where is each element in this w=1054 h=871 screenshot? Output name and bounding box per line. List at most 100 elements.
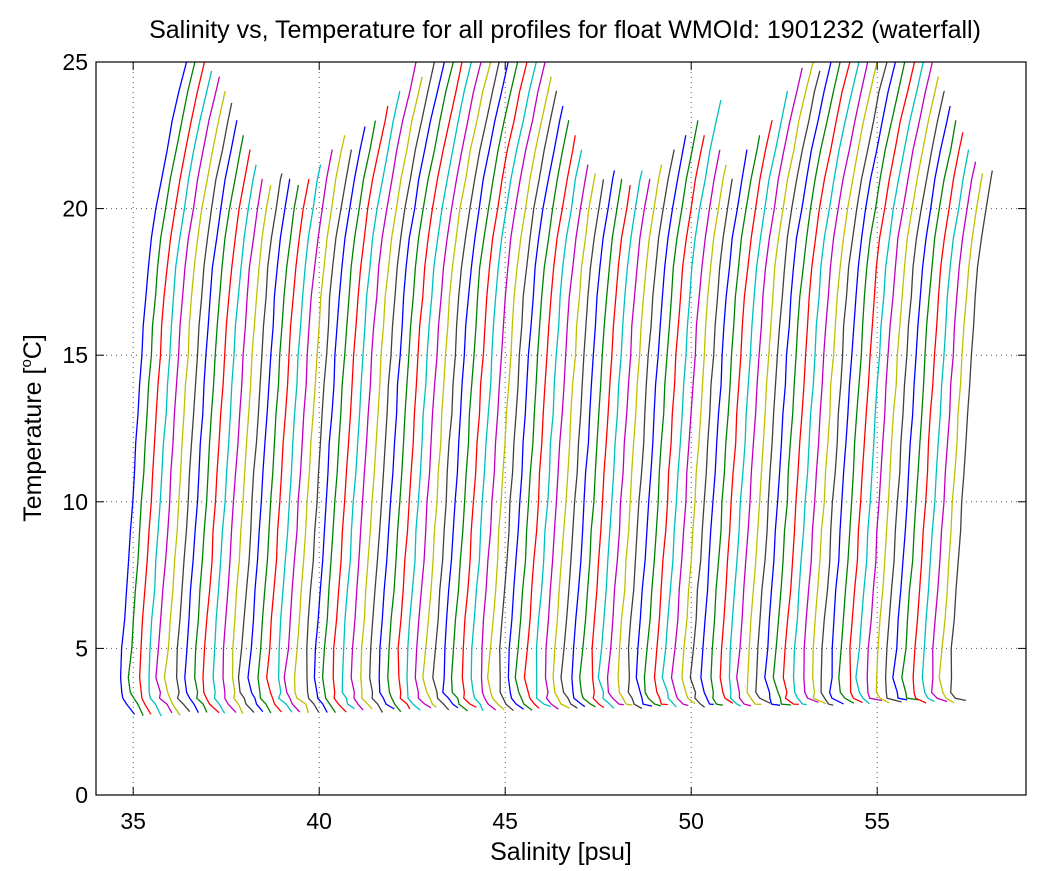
profile-line [635,135,687,707]
profile-line [746,61,814,706]
profile-line [597,170,643,709]
profile-line [507,105,564,710]
profile-line [606,178,651,706]
profile-line [293,135,346,714]
profile-line [912,132,964,704]
profile-line [127,61,196,716]
profile-line [591,185,631,709]
profile-line [387,61,454,713]
profile-line [892,105,951,701]
profile-line [627,149,675,710]
profile-line [155,76,221,714]
profile-line [950,170,993,702]
profile-line [710,135,761,706]
profile-line [350,61,417,711]
profile-line [313,126,366,713]
y-axis-label: Temperature [oC] [18,334,47,522]
profile-line [901,119,957,701]
profile-line [486,76,552,711]
profile-line [930,161,977,703]
profile-line [792,61,860,706]
profile-line [470,61,537,712]
profile-line [523,135,576,709]
profile-line [820,61,888,706]
profile-line [321,120,377,713]
profile-line [422,61,492,708]
profile-line [119,61,188,715]
profile-line [148,70,213,717]
profile-line [755,70,821,704]
profile-line [163,90,226,716]
profile-line [222,178,263,713]
profile-line [829,61,897,705]
y-axis-label-degree: o [18,359,35,367]
profile-line [266,178,310,713]
profile-line [571,170,616,708]
x-tick-label: 45 [492,808,518,834]
profile-line [838,61,906,704]
y-tick-label: 25 [62,49,88,75]
profile-line [332,105,389,713]
axes-frame [95,61,1027,796]
profile-line [772,61,841,706]
grid-lines [96,62,1026,795]
x-tick-label: 50 [678,808,704,834]
chart-title: Salinity vs, Temperature for all profile… [149,16,981,44]
profile-line [237,173,283,713]
y-tick-label: 20 [62,196,88,222]
y-tick-label: 5 [75,635,88,661]
profile-line [736,67,803,707]
profile-line [579,178,623,708]
profile-line [231,184,272,714]
profile-line [369,61,436,713]
profile-line [661,99,722,708]
profile-line [764,61,832,706]
profile-line [643,119,699,707]
profile-line [450,61,519,712]
profile-line [681,164,727,705]
profile-line [719,119,773,704]
profile-line [406,61,472,711]
profile-line [552,173,597,709]
profile-line [397,61,463,710]
profile-line [360,76,423,710]
profile-line [202,149,251,714]
profile-line [728,90,789,707]
y-tick-label: 10 [62,489,88,515]
profile-line [700,149,748,705]
profile-line [212,164,257,714]
profile-line [306,149,352,713]
x-tick-label: 40 [306,808,332,834]
axis-ticks: 35 40 45 50 55 0 5 10 15 20 25 [62,49,1026,834]
plot-area: 35 40 45 50 55 0 5 10 15 20 25 [62,49,1027,834]
profile-line [277,164,322,713]
profile-line [499,90,558,711]
profile-line [544,164,589,710]
profile-line [938,173,984,704]
x-tick-label: 35 [120,808,146,834]
profile-line [432,61,500,711]
y-axis-label-main: Temperature [ [19,368,47,522]
y-tick-label: 15 [62,342,88,368]
profile-line [194,135,245,713]
profile-line [378,61,446,710]
profile-line [653,135,705,706]
profile-line [480,61,546,711]
profile-line [617,164,663,706]
profile-line [257,184,300,714]
profile-line [875,76,939,704]
profile-line [247,178,291,713]
y-axis-label-unit: C] [19,334,47,359]
profile-line [560,179,605,709]
profile-line [884,90,945,703]
profile-line [535,149,583,708]
profile-line [782,61,851,705]
profile-line [849,61,916,704]
profile-line [803,61,869,703]
profile-line [855,61,924,705]
profile-line [866,61,934,702]
x-axis-label: Salinity [psu] [490,838,632,866]
profile-line [138,61,206,715]
profile-line [461,61,528,708]
